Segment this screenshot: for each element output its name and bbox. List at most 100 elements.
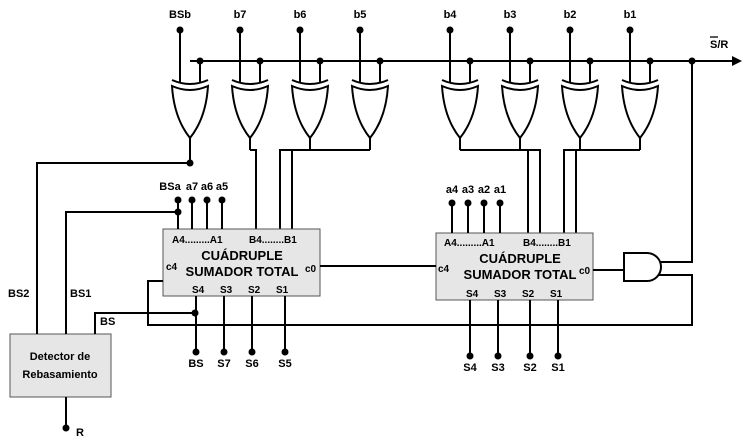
- bs-wire: [94, 312, 195, 334]
- xor-body: [350, 84, 390, 140]
- sr-junction-dot: [256, 57, 264, 65]
- right-adder-b-range: B4........B1: [523, 238, 571, 249]
- r-terminal-dot: [62, 424, 70, 432]
- left-adder-pin-s3: S3: [220, 285, 233, 296]
- left-adder-title-1: CUÁDRUPLE: [201, 248, 283, 263]
- xor-body: [230, 84, 270, 140]
- bs1-tap-dot: [174, 208, 182, 216]
- xor-body: [440, 84, 480, 140]
- xor-body: [170, 84, 210, 140]
- sr-junction-dot: [526, 57, 534, 65]
- right-out-dot: [466, 352, 474, 360]
- bs1-wire: [65, 211, 178, 334]
- and-feedback-wire: [147, 274, 693, 326]
- right-adder-pin-s2: S2: [522, 289, 535, 300]
- right-a-label: a2: [478, 184, 490, 196]
- right-out-dot: [554, 352, 562, 360]
- xor-back-curve: [441, 79, 479, 85]
- sr-junction-dot: [196, 57, 204, 65]
- input-label-b1: b1: [624, 9, 637, 21]
- right-out-dot: [526, 352, 534, 360]
- sr-to-and-wire: [659, 61, 693, 263]
- xor-body: [620, 84, 660, 140]
- xor-back-curve: [351, 79, 389, 85]
- xor-to-adder-wire: [563, 149, 580, 233]
- left-adder-c0: c0: [305, 264, 317, 275]
- xor-to-adder-wire: [291, 149, 370, 229]
- bs1-label: BS1: [70, 288, 91, 300]
- left-a-label: a6: [201, 181, 213, 193]
- bs2-label: BS2: [8, 288, 29, 300]
- xor-back-curve: [171, 79, 209, 85]
- right-outputs: S4 S3 S2 S1: [463, 300, 565, 374]
- left-out-dot: [192, 348, 200, 356]
- sr-junction-dot: [316, 57, 324, 65]
- xor-gate-7: b2: [560, 9, 600, 233]
- xor-gate-2: b7: [230, 9, 270, 229]
- xor-gate-1: BSb: [169, 9, 210, 163]
- xor-to-adder-wire: [279, 149, 310, 229]
- right-out-label: S1: [551, 362, 564, 374]
- right-adder-pin-s1: S1: [550, 289, 563, 300]
- xor-gate-3: b6: [279, 9, 330, 229]
- left-a-label: a7: [186, 181, 198, 193]
- right-a-inputs: a4 a3 a2 a1: [446, 184, 506, 233]
- bs2-wire: [36, 162, 190, 334]
- overflow-detector-block: [9, 333, 112, 398]
- left-out-label: S7: [217, 358, 230, 370]
- left-adder-block: [162, 228, 321, 297]
- xor-back-curve: [501, 79, 539, 85]
- xor-body: [290, 84, 330, 140]
- right-out-label: S2: [523, 362, 536, 374]
- right-adder-pin-s3: S3: [494, 289, 507, 300]
- left-adder-pin-s4: S4: [192, 285, 205, 296]
- input-label-b3: b3: [504, 9, 517, 21]
- sr-junction-dot: [586, 57, 594, 65]
- left-a-label: BSa: [159, 181, 181, 193]
- left-out-label: S5: [278, 358, 291, 370]
- input-label-b4: b4: [444, 9, 458, 21]
- right-adder-title-2: SUMADOR TOTAL: [464, 267, 577, 282]
- left-out-label: S6: [245, 358, 258, 370]
- right-adder-a-range: A4.........A1: [444, 238, 495, 249]
- xor-gate-8: b1: [575, 9, 660, 233]
- left-a-inputs: BSa a7 a6 a5: [159, 181, 228, 229]
- r-label: R: [76, 427, 84, 439]
- right-a-label: a3: [462, 184, 474, 196]
- right-a-label: a1: [494, 184, 506, 196]
- right-out-dot: [494, 352, 502, 360]
- xor-to-adder-wire: [520, 149, 541, 233]
- right-adder-c0: c0: [579, 266, 591, 277]
- bs2-tap-dot: [186, 159, 194, 167]
- sr-junction-dot: [376, 57, 384, 65]
- input-label-b7: b7: [234, 9, 247, 21]
- bs-label: BS: [100, 316, 115, 328]
- xor-gate-4: b5: [291, 9, 390, 229]
- left-out-label: BS: [188, 358, 203, 370]
- xor-back-curve: [291, 79, 329, 85]
- detector-line1: Detector de: [30, 351, 91, 363]
- xor-body: [560, 84, 600, 140]
- xor-back-curve: [561, 79, 599, 85]
- input-label-b5: b5: [354, 9, 367, 21]
- right-out-label: S4: [463, 362, 477, 374]
- sr-tap-dot: [688, 57, 696, 65]
- xor-body: [500, 84, 540, 140]
- left-out-dot: [248, 348, 256, 356]
- left-adder-b-range: B4........B1: [249, 235, 297, 246]
- xor-back-curve: [231, 79, 269, 85]
- right-adder-block: [435, 232, 594, 301]
- sr-label: S/R: [710, 39, 728, 51]
- left-out-dot: [281, 348, 289, 356]
- bs-tap-dot: [191, 309, 199, 317]
- left-adder-title-2: SUMADOR TOTAL: [186, 264, 299, 279]
- right-a-label: a4: [446, 184, 459, 196]
- xor-to-adder-wire: [250, 149, 257, 229]
- right-adder-title-1: CUÁDRUPLE: [479, 251, 561, 266]
- and-gate: [623, 252, 662, 282]
- sr-arrow: [732, 56, 742, 66]
- detector-line2: Rebasamiento: [22, 369, 97, 381]
- input-label-BSb: BSb: [169, 9, 191, 21]
- xor-gate-6: b3: [500, 9, 541, 233]
- input-label-b6: b6: [294, 9, 307, 21]
